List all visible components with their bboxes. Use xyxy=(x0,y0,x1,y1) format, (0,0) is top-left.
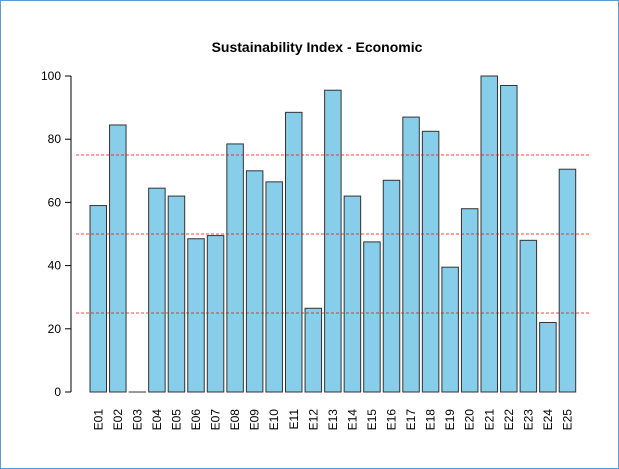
bar-E11 xyxy=(285,111,303,393)
x-tick-label: E08 xyxy=(228,409,242,431)
x-tick-label: E25 xyxy=(560,409,574,431)
bar-E14 xyxy=(343,195,362,393)
bar-E08 xyxy=(226,143,244,393)
x-tick-label: E17 xyxy=(404,409,418,431)
x-tick-label: E04 xyxy=(150,409,164,431)
x-tick-label: E01 xyxy=(91,409,105,431)
x-tick-label: E23 xyxy=(521,409,535,431)
bar-E07 xyxy=(206,235,225,393)
bar-E06 xyxy=(187,238,205,393)
bar-E15 xyxy=(363,241,381,393)
bar-E19 xyxy=(441,266,459,393)
x-tick-label: E15 xyxy=(365,409,379,431)
x-tick-label: E22 xyxy=(502,409,516,431)
y-tick-label: 100 xyxy=(41,69,61,83)
bar-E13 xyxy=(324,89,342,393)
x-tick-label: E02 xyxy=(111,409,125,431)
x-tick-label: E05 xyxy=(169,409,183,431)
x-tick-label: E13 xyxy=(326,409,340,431)
x-tick-label: E09 xyxy=(248,409,262,431)
bar-E04 xyxy=(148,187,166,393)
y-tick-label: 0 xyxy=(54,385,61,399)
x-tick-label: E11 xyxy=(287,409,301,430)
x-tick-label: E06 xyxy=(189,409,203,431)
bars xyxy=(89,75,577,393)
bar-E01 xyxy=(89,205,107,393)
bar-E20 xyxy=(460,208,479,393)
bar-E02 xyxy=(109,124,127,393)
bar-E05 xyxy=(167,195,186,393)
y-tick-label: 40 xyxy=(48,259,62,273)
x-tick-label: E21 xyxy=(482,409,496,431)
x-tick-label: E20 xyxy=(463,409,477,431)
bar-E16 xyxy=(382,179,401,393)
bar-E09 xyxy=(245,170,264,393)
bar-E24 xyxy=(539,321,557,393)
bar-E18 xyxy=(421,130,440,393)
bar-E17 xyxy=(402,116,420,393)
y-axis: 0 20 40 60 80 100 xyxy=(41,69,72,399)
x-tick-label: E18 xyxy=(424,409,438,431)
reference-lines xyxy=(76,154,591,314)
bar-E23 xyxy=(519,239,538,393)
bar-E10 xyxy=(265,181,283,393)
x-tick-label: E19 xyxy=(443,409,457,431)
bar-E12 xyxy=(304,307,323,393)
x-tick-label: E07 xyxy=(209,409,223,431)
x-tick-label: E03 xyxy=(130,409,144,431)
chart-title: Sustainability Index - Economic xyxy=(212,39,423,55)
x-tick-label: E12 xyxy=(306,409,320,431)
x-tick-label: E10 xyxy=(267,409,281,431)
bar-E25 xyxy=(558,168,577,393)
y-tick-label: 80 xyxy=(48,132,62,146)
x-tick-label: E24 xyxy=(541,409,555,431)
y-tick-label: 60 xyxy=(48,195,62,209)
y-tick-label: 20 xyxy=(48,322,62,336)
x-tick-labels: E01 E02 E03 E04 E05 E06 E07 E08 E09 E10 E11 E12 E13 E… xyxy=(91,409,574,431)
x-tick-label: E16 xyxy=(385,409,399,431)
bar-E22 xyxy=(500,84,518,393)
x-tick-label: E14 xyxy=(345,409,359,431)
